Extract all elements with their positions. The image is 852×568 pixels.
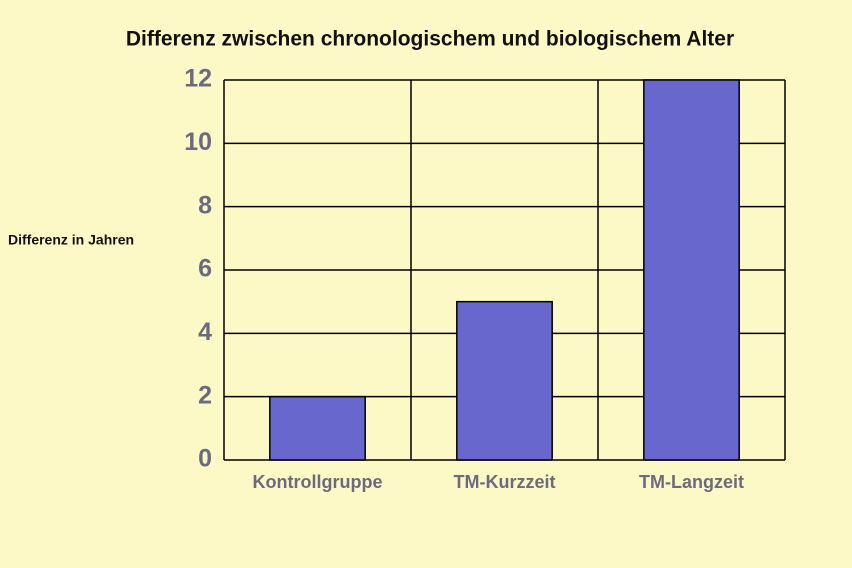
bar: [456, 300, 553, 461]
y-tick-label: 0: [198, 445, 212, 473]
y-tick-label: 8: [198, 191, 212, 219]
y-axis-label: Differenz in Jahren: [8, 232, 134, 248]
bar: [643, 79, 740, 461]
y-tick-label: 6: [198, 255, 212, 283]
x-tick-label: TM-Langzeit: [639, 472, 744, 492]
y-tick-label: 4: [198, 318, 212, 346]
y-tick-label: 10: [184, 128, 212, 156]
bar: [269, 395, 366, 461]
y-tick-label: 2: [198, 381, 212, 409]
y-tick-label: 12: [184, 65, 212, 93]
chart-title: Differenz zwischen chronologischem und b…: [126, 28, 734, 51]
x-tick-label: Kontrollgruppe: [253, 472, 383, 492]
x-tick-label: TM-Kurzzeit: [454, 472, 556, 492]
